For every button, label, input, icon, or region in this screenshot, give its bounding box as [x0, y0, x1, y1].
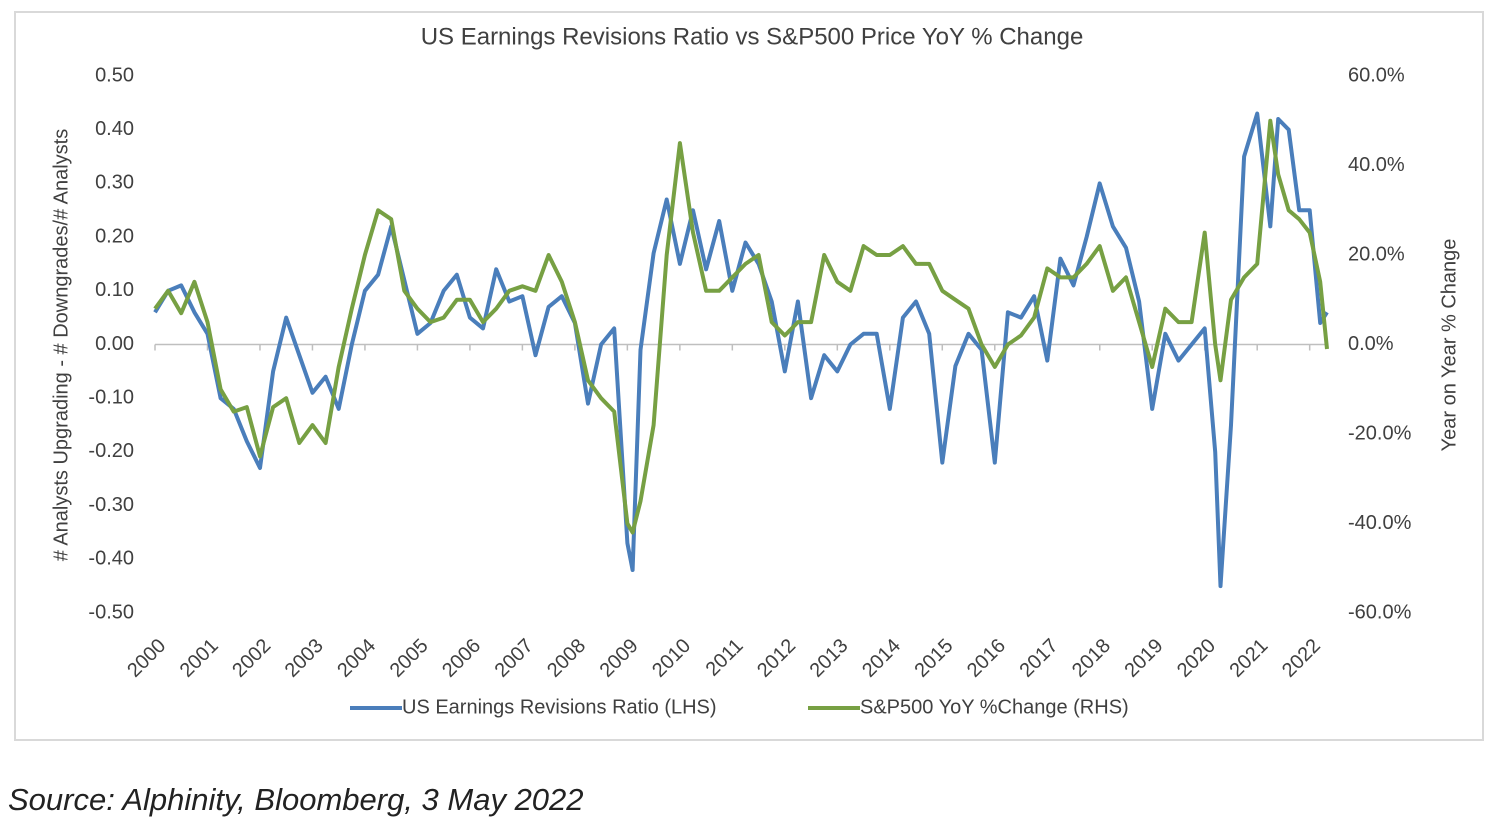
y-tick-label: 0.00: [95, 333, 134, 355]
chart-title: US Earnings Revisions Ratio vs S&P500 Pr…: [421, 23, 1084, 50]
y-tick-label: -0.20: [88, 440, 134, 462]
y-tick-label: 0.20: [95, 225, 134, 247]
chart-frame: [14, 11, 1484, 741]
y-tick-label: -0.40: [88, 548, 134, 570]
y-tick-label: 0.40: [95, 118, 134, 140]
y2-tick-label: 0.0%: [1348, 333, 1394, 355]
y-axis-title: # Analysts Upgrading - # Downgrades/# An…: [50, 129, 72, 561]
series-line: [153, 111, 1329, 589]
y2-tick-label: -60.0%: [1348, 601, 1412, 623]
y-tick-label: 0.50: [95, 64, 134, 86]
source-note: Source: Alphinity, Bloomberg, 3 May 2022: [8, 782, 584, 817]
y-tick-label: -0.50: [88, 601, 134, 623]
y-tick-label: -0.10: [88, 386, 134, 408]
y2-tick-label: -20.0%: [1348, 422, 1412, 444]
y2-tick-label: -40.0%: [1348, 512, 1412, 534]
y-tick-label: 0.30: [95, 172, 134, 194]
y2-tick-label: 20.0%: [1348, 243, 1405, 265]
y-tick-label: -0.30: [88, 494, 134, 516]
y2-tick-label: 60.0%: [1348, 64, 1405, 86]
series-line: [153, 118, 1329, 535]
y2-tick-label: 40.0%: [1348, 154, 1405, 176]
legend-label: US Earnings Revisions Ratio (LHS): [402, 696, 717, 718]
y2-axis-title: Year on Year % Change: [1438, 239, 1460, 452]
legend-label: S&P500 YoY %Change (RHS): [860, 696, 1129, 718]
y-tick-label: 0.10: [95, 279, 134, 301]
